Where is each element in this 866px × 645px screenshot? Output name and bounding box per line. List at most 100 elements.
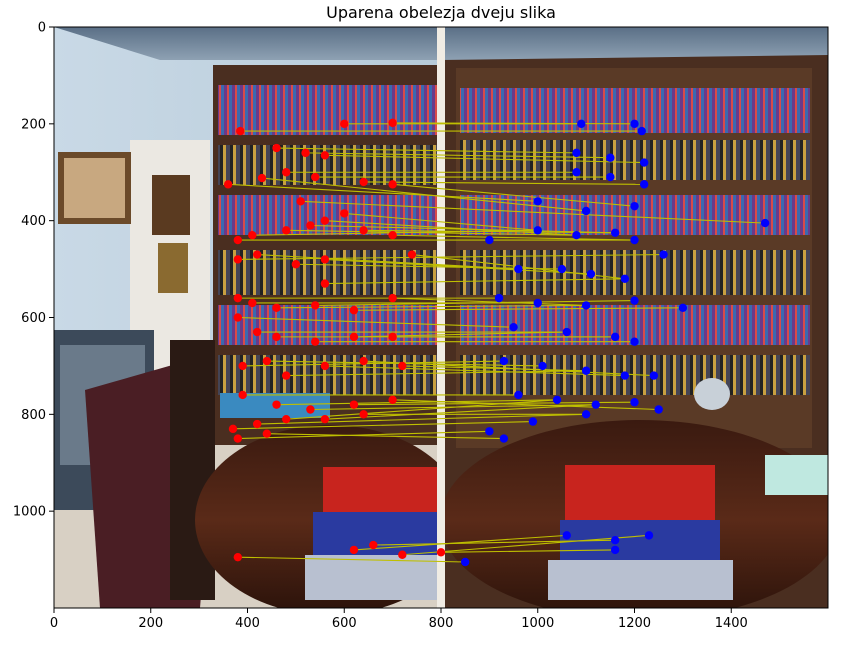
left-keypoint [234, 313, 242, 321]
left-keypoint [258, 174, 266, 182]
x-tick-label: 200 [138, 616, 163, 631]
right-keypoint [611, 229, 619, 237]
left-keypoint [321, 151, 329, 159]
right-keypoint [538, 362, 546, 370]
right-keypoint [534, 299, 542, 307]
left-keypoint [238, 362, 246, 370]
right-keypoint [592, 400, 600, 408]
right-keypoint [563, 328, 571, 336]
left-keypoint [272, 400, 280, 408]
left-keypoint [234, 553, 242, 561]
left-keypoint [388, 396, 396, 404]
y-tick-label: 200 [21, 117, 46, 132]
x-tick-label: 800 [429, 616, 454, 631]
right-keypoint [621, 275, 629, 283]
left-keypoint [234, 294, 242, 302]
left-keypoint [236, 127, 244, 135]
right-keypoint [630, 120, 638, 128]
left-keypoint [359, 357, 367, 365]
right-keypoint [630, 236, 638, 244]
left-keypoint [234, 236, 242, 244]
left-keypoint [282, 415, 290, 423]
left-keypoint [321, 216, 329, 224]
left-keypoint [253, 250, 261, 258]
left-keypoint [388, 333, 396, 341]
right-keypoint [611, 536, 619, 544]
left-keypoint [321, 255, 329, 263]
right-keypoint [514, 265, 522, 273]
right-keypoint [645, 531, 653, 539]
left-keypoint [340, 209, 348, 217]
right-keypoint [572, 231, 580, 239]
right-keypoint [572, 168, 580, 176]
right-keypoint [558, 265, 566, 273]
y-tick-label: 600 [21, 311, 46, 326]
y-tick-label: 0 [38, 21, 46, 36]
right-keypoint [461, 558, 469, 566]
right-keypoint [679, 304, 687, 312]
left-keypoint [234, 434, 242, 442]
x-tick-label: 1200 [618, 616, 651, 631]
x-tick-label: 600 [332, 616, 357, 631]
right-keypoint [577, 120, 585, 128]
right-keypoint [654, 405, 662, 413]
left-keypoint [229, 425, 237, 433]
left-keypoint [388, 294, 396, 302]
right-keypoint [534, 226, 542, 234]
left-keypoint [350, 333, 358, 341]
x-tick-label: 1400 [715, 616, 748, 631]
photo-background [54, 27, 840, 620]
left-keypoint [398, 362, 406, 370]
x-tick-label: 1000 [521, 616, 554, 631]
left-keypoint [311, 338, 319, 346]
left-keypoint [306, 221, 314, 229]
left-keypoint [388, 119, 396, 127]
left-keypoint [248, 231, 256, 239]
right-keypoint [650, 371, 658, 379]
right-keypoint [606, 173, 614, 181]
right-keypoint [630, 202, 638, 210]
left-keypoint [311, 301, 319, 309]
left-keypoint [238, 391, 246, 399]
left-keypoint [234, 255, 242, 263]
left-keypoint [350, 546, 358, 554]
left-keypoint [282, 226, 290, 234]
left-keypoint [297, 197, 305, 205]
left-keypoint [272, 304, 280, 312]
left-keypoint [369, 541, 377, 549]
left-keypoint [306, 405, 314, 413]
right-keypoint [587, 270, 595, 278]
right-keypoint [500, 434, 508, 442]
left-keypoint [437, 548, 445, 556]
left-keypoint [359, 178, 367, 186]
right-keypoint [611, 546, 619, 554]
right-keypoint [640, 158, 648, 166]
left-keypoint [350, 400, 358, 408]
right-keypoint [659, 250, 667, 258]
left-keypoint [292, 260, 300, 268]
left-keypoint [408, 250, 416, 258]
x-tick-label: 0 [50, 616, 58, 631]
x-tick-label: 400 [235, 616, 260, 631]
right-keypoint [606, 154, 614, 162]
right-keypoint [630, 338, 638, 346]
right-keypoint [485, 236, 493, 244]
right-keypoint [630, 398, 638, 406]
right-keypoint [630, 296, 638, 304]
right-keypoint [495, 294, 503, 302]
y-tick-label: 400 [21, 214, 46, 229]
left-keypoint [359, 226, 367, 234]
left-keypoint [282, 371, 290, 379]
right-keypoint [572, 149, 580, 157]
left-keypoint [350, 306, 358, 314]
left-keypoint [253, 328, 261, 336]
left-keypoint [272, 144, 280, 152]
right-keypoint [500, 357, 508, 365]
left-keypoint [388, 180, 396, 188]
left-keypoint [321, 279, 329, 287]
right-keypoint [761, 219, 769, 227]
right-keypoint [534, 197, 542, 205]
left-keypoint [398, 551, 406, 559]
chart-title: Uparena obelezja dveju slika [326, 3, 556, 22]
